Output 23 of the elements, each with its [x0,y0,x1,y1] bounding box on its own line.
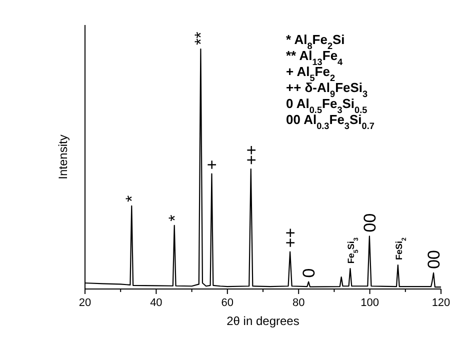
annotation: ** [192,31,211,45]
annotation: * Al$_{8}$Fe$_{2}$Si [286,32,345,51]
annotation: ++ δ-Al$_{9}$FeSi$_{3}$ [286,80,368,99]
x-tick-label: 100 [360,297,379,309]
annotation: + Al$_{5}$Fe$_{2}$ [286,64,336,83]
annotation: * [165,214,184,222]
y-axis-title: Intensity [56,134,70,180]
annotation: ++ [281,228,300,248]
x-tick-label: 20 [78,297,92,309]
annotation: ++ [242,145,261,165]
x-axis-title: 2θ in degrees [226,314,300,328]
x-tick-label: 120 [432,297,450,309]
annotation: 00 [424,250,444,269]
annotation: 0 Al$_{0.5}$Fe$_{3}$Si$_{0.5}$ [286,96,368,115]
x-tick-label: 60 [221,297,234,309]
annotation: 00 [360,213,380,232]
annotation: * [122,194,142,202]
x-tick-label: 40 [150,297,162,309]
x-tick-label: 80 [292,297,305,309]
annotation: 0 [300,268,319,278]
annotation: + [202,160,222,170]
annotation: ** Al$_{13}$Fe$_{4}$ [286,48,344,67]
annotation: 00 Al$_{0.3}$Fe$_{3}$Si$_{0.7}$ [286,112,374,131]
